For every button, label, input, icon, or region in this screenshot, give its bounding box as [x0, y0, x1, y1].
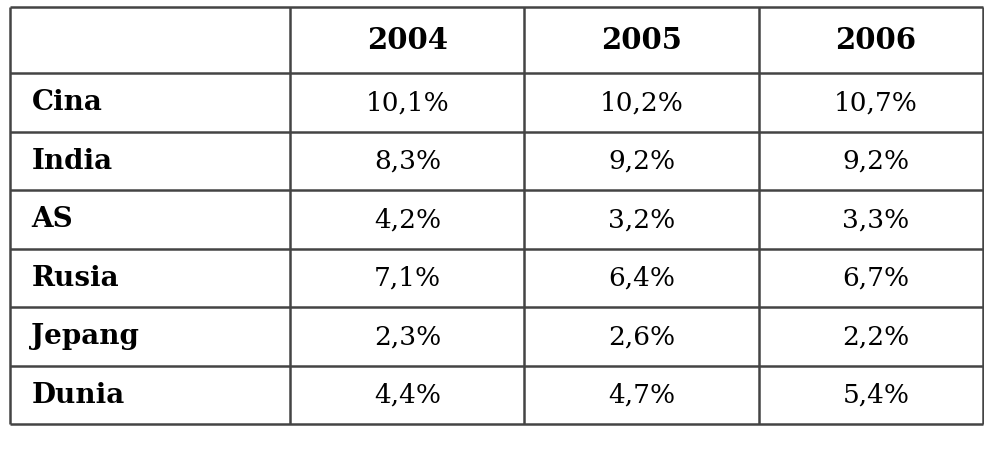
Text: Jepang: Jepang	[31, 323, 140, 350]
Text: 10,7%: 10,7%	[833, 90, 918, 115]
Text: 5,4%: 5,4%	[842, 382, 909, 408]
Text: 3,2%: 3,2%	[608, 207, 675, 232]
Text: India: India	[31, 148, 112, 175]
Text: 6,4%: 6,4%	[608, 266, 675, 291]
Text: 2005: 2005	[601, 26, 682, 54]
Text: 4,7%: 4,7%	[608, 382, 675, 408]
Text: 10,1%: 10,1%	[365, 90, 450, 115]
Text: Cina: Cina	[31, 89, 102, 116]
Text: 4,2%: 4,2%	[374, 207, 441, 232]
Text: 4,4%: 4,4%	[374, 382, 441, 408]
Text: 9,2%: 9,2%	[608, 148, 675, 174]
Text: AS: AS	[31, 206, 73, 233]
Text: 2,2%: 2,2%	[842, 324, 909, 349]
Text: 8,3%: 8,3%	[374, 148, 441, 174]
Text: 6,7%: 6,7%	[842, 266, 909, 291]
Text: 7,1%: 7,1%	[374, 266, 441, 291]
Text: 2,6%: 2,6%	[608, 324, 675, 349]
Text: 9,2%: 9,2%	[842, 148, 909, 174]
Text: Rusia: Rusia	[31, 265, 119, 292]
Text: 2004: 2004	[367, 26, 448, 54]
Text: Dunia: Dunia	[31, 382, 125, 409]
Text: 3,3%: 3,3%	[842, 207, 909, 232]
Text: 10,2%: 10,2%	[599, 90, 684, 115]
Text: 2,3%: 2,3%	[374, 324, 441, 349]
Text: 2006: 2006	[835, 26, 916, 54]
